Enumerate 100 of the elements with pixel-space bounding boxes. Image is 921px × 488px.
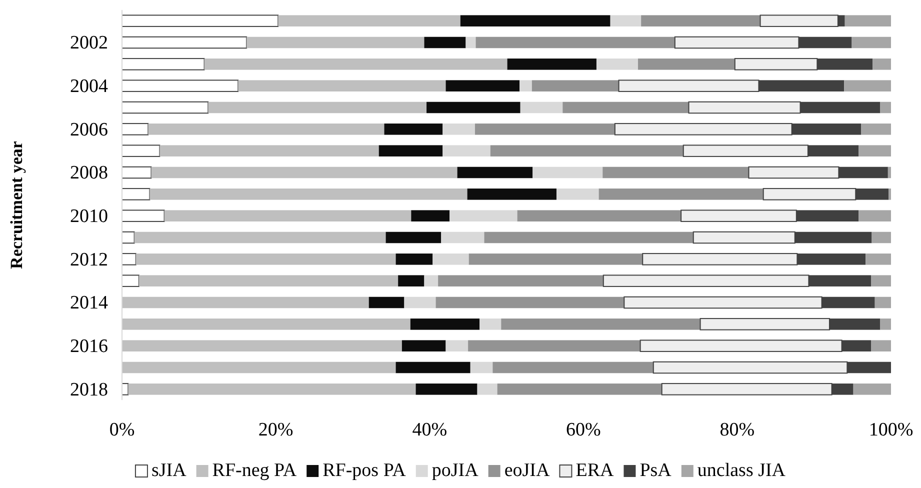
x-tick-label: 100% xyxy=(868,419,914,440)
bar xyxy=(602,166,749,178)
bar xyxy=(596,58,638,70)
bar xyxy=(122,36,248,49)
bar xyxy=(866,254,891,265)
bar xyxy=(468,340,640,352)
bar xyxy=(378,145,443,156)
bar xyxy=(507,58,596,70)
y-tick-label: 2016 xyxy=(70,336,108,357)
x-tick-label: 80% xyxy=(720,419,755,440)
bar xyxy=(122,318,410,330)
bar xyxy=(151,166,458,178)
bar xyxy=(208,102,427,114)
bar xyxy=(398,275,424,286)
bar xyxy=(432,254,469,265)
bar xyxy=(532,166,603,178)
bar xyxy=(411,210,450,222)
bar xyxy=(386,232,442,244)
bar xyxy=(164,210,412,222)
bar xyxy=(238,80,446,92)
bar xyxy=(468,254,643,265)
bar xyxy=(278,15,460,26)
bar xyxy=(474,124,615,135)
y-tick-label: 2012 xyxy=(70,249,108,270)
x-tick-label: 40% xyxy=(412,419,448,440)
bar xyxy=(858,210,891,222)
bar xyxy=(446,80,520,92)
bar xyxy=(844,80,891,92)
bar xyxy=(122,188,150,200)
bar xyxy=(844,15,891,26)
bar xyxy=(562,102,689,114)
bar xyxy=(122,340,402,352)
bar xyxy=(460,15,610,26)
bar xyxy=(424,36,466,48)
bar xyxy=(384,124,443,135)
bar xyxy=(246,36,424,48)
bar xyxy=(466,36,476,48)
bar xyxy=(396,362,470,374)
bar xyxy=(872,232,891,244)
bar xyxy=(122,123,149,136)
bar xyxy=(416,384,478,395)
bar xyxy=(490,145,684,156)
bar xyxy=(638,58,735,70)
x-tick-label: 20% xyxy=(258,419,294,440)
bar xyxy=(874,296,891,308)
bar xyxy=(122,166,152,179)
bar xyxy=(641,15,760,26)
y-tick-label: 2018 xyxy=(70,379,108,400)
legend-label: poJIA xyxy=(432,460,479,481)
legend-label: sJIA xyxy=(151,460,187,481)
bar xyxy=(861,124,891,135)
y-axis-title: Recruitment year xyxy=(7,140,26,269)
x-tick-label: 0% xyxy=(109,419,135,440)
bar xyxy=(438,275,604,286)
legend-label: PsA xyxy=(640,460,672,481)
y-tick-label: 2006 xyxy=(70,119,108,140)
bar xyxy=(610,15,642,26)
bar xyxy=(402,340,446,352)
bar xyxy=(467,188,556,200)
bar xyxy=(532,80,619,92)
bar xyxy=(497,384,662,395)
bar xyxy=(450,210,518,222)
bar xyxy=(880,102,891,114)
y-tick-label: 2014 xyxy=(70,292,108,314)
bar xyxy=(138,275,398,286)
bar xyxy=(136,254,396,265)
bar xyxy=(598,188,764,200)
bar xyxy=(872,58,891,70)
bar xyxy=(517,210,682,222)
bar xyxy=(404,296,436,308)
bar xyxy=(368,296,404,308)
bar xyxy=(556,188,599,200)
legend-label: unclass JIA xyxy=(697,460,786,481)
y-tick-label: 2004 xyxy=(70,76,108,97)
bar xyxy=(122,253,136,266)
bar xyxy=(871,275,891,286)
bar xyxy=(150,188,468,200)
bar xyxy=(476,36,675,48)
bar xyxy=(122,296,369,308)
bar xyxy=(441,232,484,244)
bar xyxy=(520,80,532,92)
bar xyxy=(426,102,520,114)
bar xyxy=(122,274,140,287)
legend-label: eoJIA xyxy=(504,460,550,481)
y-tick-label: 2002 xyxy=(70,32,108,54)
bar xyxy=(122,144,160,157)
bar xyxy=(396,254,433,265)
bar xyxy=(410,318,480,330)
bar xyxy=(520,102,563,114)
bar xyxy=(871,340,891,352)
bar xyxy=(134,232,386,244)
bar xyxy=(858,145,891,156)
bar xyxy=(501,318,700,330)
bar xyxy=(442,145,490,156)
bar xyxy=(480,318,502,330)
bar xyxy=(853,384,891,395)
bar xyxy=(122,210,165,222)
bar xyxy=(122,362,396,374)
bar xyxy=(122,58,205,70)
bar xyxy=(484,232,694,244)
